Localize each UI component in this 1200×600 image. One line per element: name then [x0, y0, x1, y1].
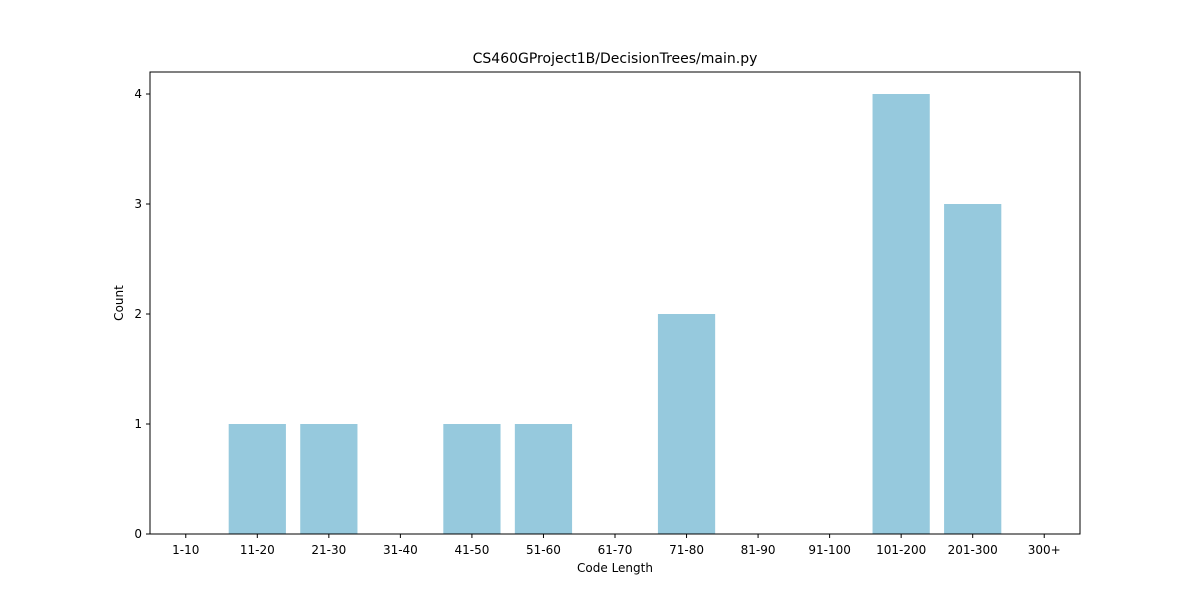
bar-51-60 — [514, 424, 573, 534]
x-tick-label: 51-60 — [526, 543, 561, 557]
x-tick-label: 91-100 — [808, 543, 851, 557]
y-axis-ticks: 0 1 2 3 4 — [134, 87, 150, 541]
x-tick-label: 1-10 — [172, 543, 199, 557]
bar-21-30 — [300, 424, 358, 534]
bar-201-300 — [944, 204, 1002, 534]
x-axis-ticks: 1-10 11-20 21-30 31-40 41-50 51-60 61-70 71-80 8… — [172, 534, 1061, 557]
x-tick-label: 41-50 — [454, 543, 489, 557]
x-tick-label: 61-70 — [598, 543, 633, 557]
chart-title: CS460GProject1B/DecisionTrees/main.py — [473, 51, 758, 67]
x-tick-label: 71-80 — [669, 543, 704, 557]
bars-group — [228, 94, 1002, 534]
y-tick-label: 3 — [134, 197, 142, 211]
y-axis-label: Count — [112, 285, 126, 321]
y-tick-label: 0 — [134, 527, 142, 541]
bar-41-50 — [443, 424, 501, 534]
x-tick-label: 101-200 — [876, 543, 926, 557]
x-tick-label: 31-40 — [383, 543, 418, 557]
y-tick-label: 2 — [134, 307, 142, 321]
x-tick-label: 81-90 — [741, 543, 776, 557]
x-tick-label: 201-300 — [948, 543, 998, 557]
bar-11-20 — [228, 424, 286, 534]
x-axis-label: Code Length — [577, 561, 653, 575]
y-tick-label: 4 — [134, 87, 142, 101]
x-tick-label: 21-30 — [311, 543, 346, 557]
y-tick-label: 1 — [134, 417, 142, 431]
x-tick-label: 300+ — [1028, 543, 1061, 557]
bar-101-200 — [872, 94, 930, 534]
bar-71-80 — [657, 314, 716, 534]
x-tick-label: 11-20 — [240, 543, 275, 557]
plot-frame — [149, 71, 1081, 535]
